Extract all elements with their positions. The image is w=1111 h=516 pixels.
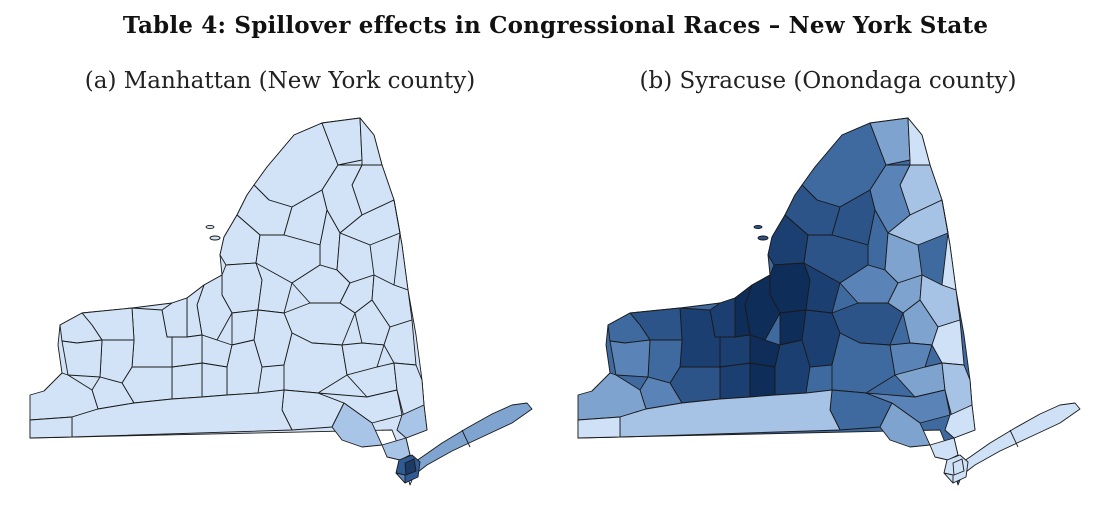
county-schoharie bbox=[889, 342, 933, 376]
manhattan-spillover-map bbox=[29, 117, 533, 486]
page-title: Table 4: Spillover effects in Congressio… bbox=[122, 12, 989, 39]
county-border-nassau-suffolk bbox=[1009, 429, 1019, 448]
county-richmond bbox=[395, 472, 406, 484]
county-richmond bbox=[943, 472, 954, 484]
county-wyoming bbox=[61, 339, 103, 378]
county-schuyler bbox=[171, 334, 203, 368]
county-chemung bbox=[719, 362, 751, 400]
syracuse-spillover-map bbox=[577, 117, 1081, 486]
county-warren bbox=[339, 199, 401, 246]
county-wyoming bbox=[609, 339, 651, 378]
county-tioga bbox=[749, 362, 776, 398]
county-cattaraugus bbox=[619, 389, 841, 438]
county-schuyler bbox=[719, 334, 751, 368]
county-broome bbox=[226, 339, 263, 396]
county-schoharie bbox=[341, 342, 385, 376]
county-westchester bbox=[381, 437, 411, 461]
county-long-island bbox=[954, 402, 1081, 476]
county-westchester bbox=[929, 437, 959, 461]
county-clinton bbox=[359, 117, 383, 166]
county-chemung bbox=[171, 362, 203, 400]
county-putnam bbox=[396, 404, 428, 439]
island-grenadier bbox=[757, 235, 769, 241]
county-cattaraugus bbox=[71, 389, 293, 438]
island-galloo bbox=[205, 224, 215, 230]
county-putnam bbox=[944, 404, 976, 439]
county-broome bbox=[774, 339, 811, 396]
county-chautauqua bbox=[29, 416, 73, 439]
county-new-york bbox=[404, 458, 417, 476]
county-new-york bbox=[952, 458, 965, 476]
island-galloo bbox=[753, 224, 763, 230]
county-chautauqua bbox=[577, 416, 621, 439]
island-grenadier bbox=[209, 235, 221, 241]
panel-a-title: (a) Manhattan (New York county) bbox=[84, 68, 476, 94]
county-columbia bbox=[383, 319, 417, 366]
county-warren bbox=[887, 199, 949, 246]
county-tioga bbox=[201, 362, 228, 398]
county-columbia bbox=[931, 319, 965, 366]
county-long-island bbox=[406, 402, 533, 476]
panel-b-title: (b) Syracuse (Onondaga county) bbox=[639, 68, 1017, 94]
county-clinton bbox=[907, 117, 931, 166]
county-border-nassau-suffolk bbox=[461, 429, 471, 448]
